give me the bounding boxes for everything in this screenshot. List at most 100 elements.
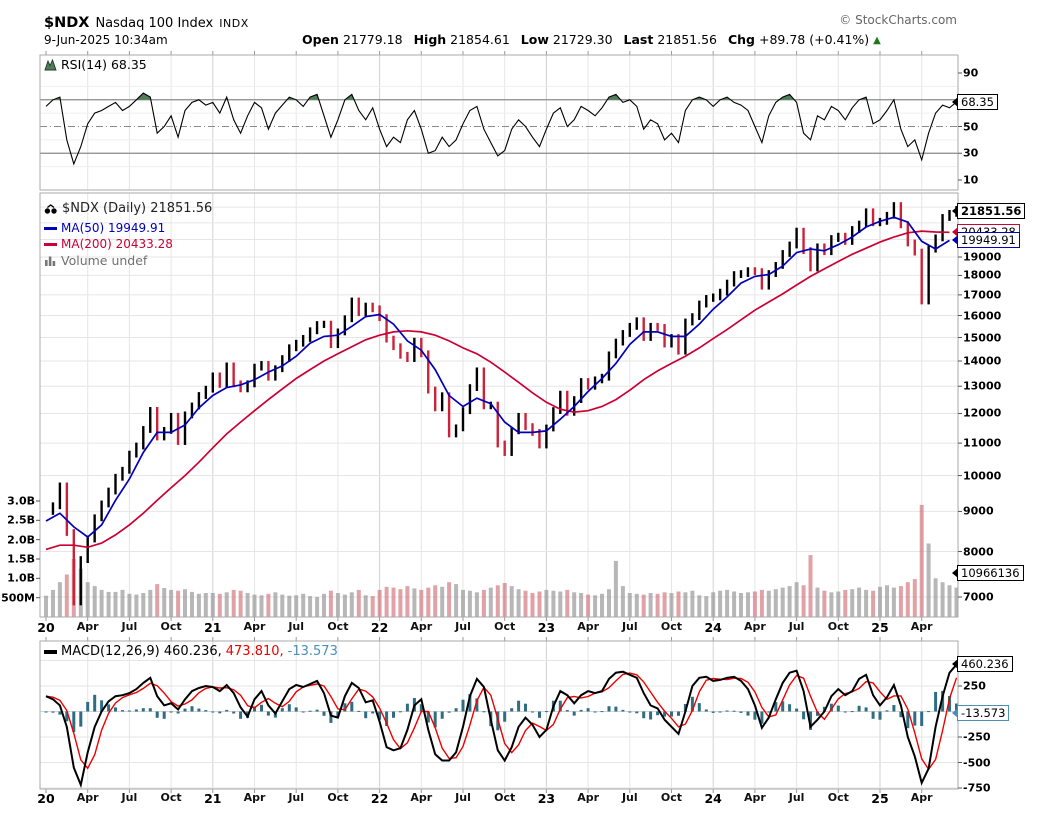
chg-value: +89.78 (+0.41%) [759, 32, 870, 47]
x-axis-label: 22 [370, 620, 389, 635]
x-axis-label: Oct [327, 620, 349, 633]
volume-axis-label: 1.0B [7, 571, 35, 585]
price-axis-label: 18000 [963, 268, 1002, 282]
value-callout: 21851.56 [957, 203, 1026, 219]
open-label: Open [302, 32, 339, 47]
macd-signal-value: 473.810, [225, 644, 284, 659]
price-axis-label: 19000 [963, 250, 1002, 264]
macd-params: MACD(12,26,9) [61, 644, 160, 659]
x-axis-label-bottom: 22 [370, 791, 389, 806]
macd-value: 460.236, [163, 644, 222, 659]
x-axis-label-bottom: Oct [660, 791, 683, 804]
last-value: 21851.56 [657, 32, 717, 47]
x-axis-label-bottom: Jul [621, 791, 638, 804]
x-axis-label: 20 [37, 620, 55, 635]
x-axis-label-bottom: 25 [871, 791, 889, 806]
rsi-axis-label: 90 [963, 66, 979, 80]
ma200-legend-label: MA(200) 20433.28 [61, 237, 173, 251]
up-arrow-icon: ▲ [873, 35, 881, 46]
x-axis-label: 23 [537, 620, 556, 635]
x-axis-label: 25 [871, 620, 889, 635]
x-axis-label-bottom: 23 [537, 791, 556, 806]
x-axis-label-bottom: Oct [327, 791, 349, 804]
x-axis-label-bottom: Apr [243, 791, 266, 804]
x-axis-label-bottom: Apr [743, 791, 766, 804]
x-axis-label: Apr [743, 620, 766, 633]
x-axis-label: 24 [704, 620, 722, 635]
macd-legend-name: MACD(12,26,9) 460.236, [61, 644, 222, 659]
price-axis-label: 17000 [963, 288, 1002, 302]
macd-axis-label: -250 [963, 730, 991, 744]
x-axis-label-bottom: Oct [160, 791, 182, 804]
ma200-legend: MA(200) 20433.28 [44, 237, 173, 251]
volume-bars-icon [45, 256, 56, 266]
x-axis-label-bottom: Apr [910, 791, 933, 804]
x-axis-label: Jul [121, 620, 138, 633]
ma50-line-icon [44, 226, 57, 230]
macd-axis-label: -500 [963, 756, 991, 769]
volume-axis-label: 3.0B [7, 494, 35, 508]
price-axis-label: 15000 [963, 331, 1002, 344]
x-axis-label: Jul [455, 620, 471, 633]
ma50-legend-label: MA(50) 19949.91 [61, 221, 166, 235]
chart-header: $NDX Nasdaq 100 Index INDX [44, 12, 249, 31]
x-axis-label: Jul [288, 620, 305, 633]
macd-line-icon [44, 649, 57, 654]
x-axis-label-bottom: Apr [410, 791, 433, 804]
low-label: Low [520, 32, 549, 47]
price-axis-label: 16000 [963, 309, 1002, 323]
x-axis-label: Apr [410, 620, 433, 633]
macd-axis-label: 250 [963, 679, 986, 693]
volume-axis-label: 1.5B [7, 552, 35, 566]
ma50-legend: MA(50) 19949.91 [44, 221, 165, 235]
price-axis-label: 11000 [963, 436, 1002, 450]
price-axis-label: 12000 [963, 406, 1002, 420]
x-axis-label-bottom: Jul [455, 791, 471, 804]
rsi-legend-label: RSI(14) 68.35 [61, 57, 147, 72]
rsi-axis-label: 30 [963, 146, 979, 160]
price-axis-label: 7000 [963, 590, 994, 604]
x-axis-label-bottom: 24 [704, 791, 722, 806]
volume-legend: Volume undef [44, 253, 147, 268]
rsi-area-icon [44, 58, 57, 71]
price-legend-label: $NDX (Daily) 21851.56 [62, 201, 213, 216]
x-axis-label: Jul [621, 620, 638, 633]
x-axis-label: Oct [494, 620, 516, 633]
price-axis-label: 13000 [963, 379, 1002, 393]
high-value: 21854.61 [450, 32, 510, 47]
value-callout: 460.236 [957, 656, 1013, 672]
price-axis-label: 10000 [963, 469, 1002, 483]
x-axis-label-bottom: 21 [204, 791, 222, 806]
price-axis-label: 14000 [963, 354, 1002, 368]
value-callout: 10966136 [957, 565, 1024, 581]
volume-axis-label: 2.5B [7, 513, 35, 527]
macd-hist-value: -13.573 [287, 644, 338, 659]
last-label: Last [623, 32, 654, 47]
x-axis-label: Oct [160, 620, 182, 633]
low-value: 21729.30 [552, 32, 613, 47]
x-axis-label: Oct [827, 620, 849, 633]
ticker-symbol: $NDX [44, 15, 90, 31]
value-callout: 19949.91 [957, 232, 1020, 248]
volume-legend-label: Volume undef [61, 253, 148, 268]
macd-legend: MACD(12,26,9) 460.236, 473.810, -13.573 [44, 644, 338, 659]
x-axis-label-bottom: Jul [121, 791, 138, 804]
ma200-line-icon [44, 242, 57, 246]
ticker-name: Nasdaq 100 Index [95, 16, 214, 31]
price-axis-label: 9000 [963, 504, 994, 518]
value-callout: 68.35 [957, 94, 998, 110]
x-axis-label-bottom: Apr [76, 791, 99, 804]
value-callout: -13.573 [957, 705, 1010, 721]
ticker-exchange: INDX [219, 17, 249, 30]
open-value: 21779.18 [342, 32, 403, 47]
x-axis-label: Apr [577, 620, 599, 633]
macd-axis-label: -750 [963, 781, 991, 795]
x-axis-label-bottom: Oct [827, 791, 849, 804]
volume-axis-label: 500M [1, 591, 35, 605]
x-axis-label-bottom: Jul [288, 791, 305, 804]
volume-axis-label: 2.0B [7, 533, 35, 547]
rsi-legend: RSI(14) 68.35 [44, 57, 147, 72]
chg-label: Chg [727, 32, 756, 47]
